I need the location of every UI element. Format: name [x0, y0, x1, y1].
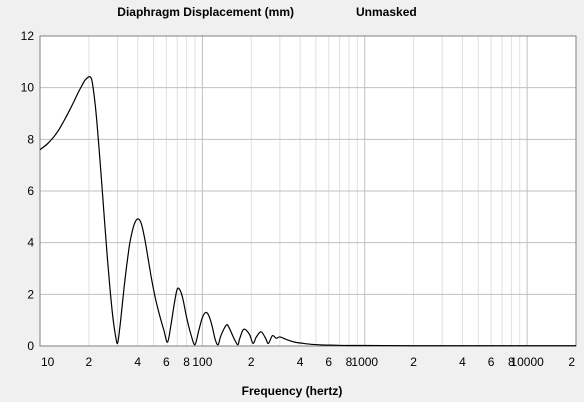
y-tick-label: 0 [27, 339, 34, 353]
x-tick-label: 4 [134, 355, 141, 369]
y-tick-label: 2 [27, 287, 34, 301]
x-tick-label: 6 [163, 355, 170, 369]
y-tick-label: 12 [21, 29, 35, 43]
y-tick-label: 6 [27, 184, 34, 198]
x-tick-label: 2 [410, 355, 417, 369]
x-tick-label: 2 [248, 355, 255, 369]
y-axis-ticks: 0 2 4 6 8 10 12 [21, 29, 35, 353]
plot-frame [39, 35, 577, 347]
x-tick-label: 4 [459, 355, 466, 369]
x-axis-label: Frequency (hertz) [242, 384, 343, 398]
x-tick-label: 10 [41, 355, 55, 369]
x-tick-label: 10000 [510, 355, 544, 369]
chart-subtitle: Unmasked [356, 5, 417, 19]
x-tick-label: 2 [568, 355, 575, 369]
x-tick-label: 6 [325, 355, 332, 369]
x-tick-label: 8 [183, 355, 190, 369]
x-tick-label: 8 [346, 355, 353, 369]
x-tick-label: 1000 [351, 355, 378, 369]
series-line [39, 75, 576, 347]
x-tick-label: 6 [488, 355, 495, 369]
chart-title: Diaphragm Displacement (mm) [117, 5, 294, 19]
grid [40, 36, 576, 346]
x-tick-label: 4 [297, 355, 304, 369]
x-tick-label: 2 [86, 355, 93, 369]
y-tick-label: 4 [27, 236, 34, 250]
y-tick-label: 8 [27, 132, 34, 146]
y-tick-label: 10 [21, 81, 35, 95]
x-tick-label: 8 [508, 355, 515, 369]
x-tick-label: 100 [192, 355, 212, 369]
